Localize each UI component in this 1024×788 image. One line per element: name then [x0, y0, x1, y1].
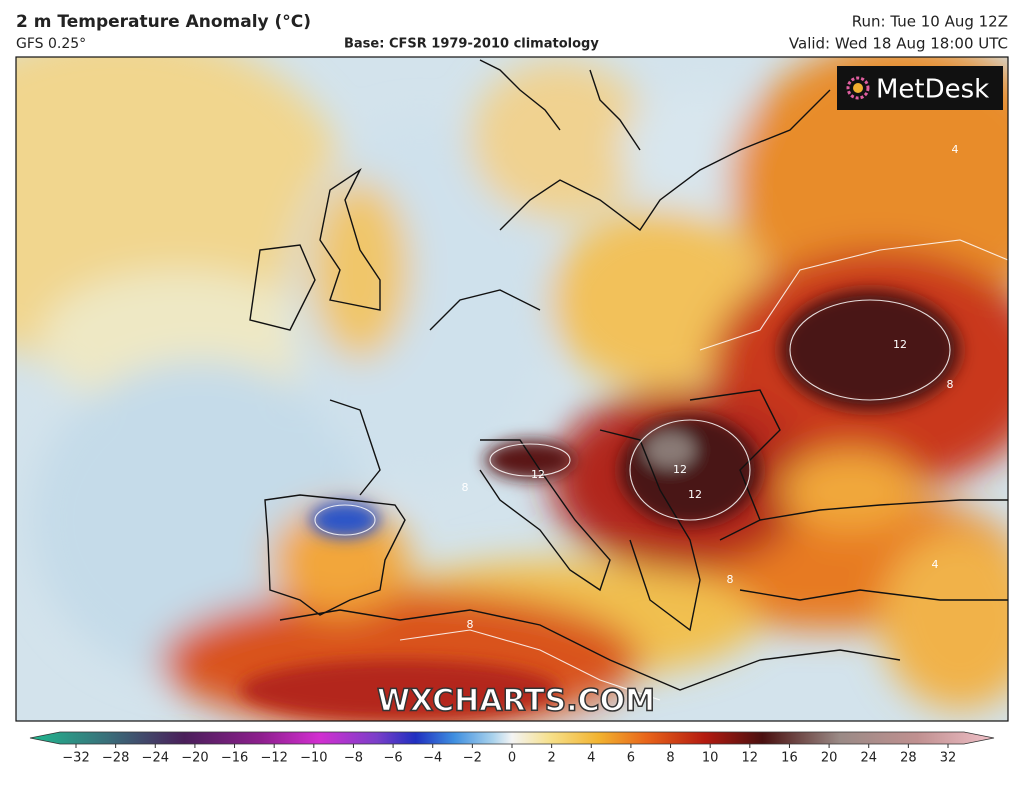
contour-label: 12 [673, 463, 687, 476]
colorbar-tick-label: 2 [547, 751, 555, 766]
model: GFS 0.25° [16, 36, 86, 52]
colorbar-tick-label: −16 [221, 751, 248, 766]
valid: Valid: Wed 18 Aug 18:00 UTC [789, 35, 1008, 53]
colorbar-tick-label: −10 [300, 751, 327, 766]
colorbar-tick-label: 10 [702, 751, 719, 766]
colorbar-tick-label: −8 [344, 751, 363, 766]
contour-label: 8 [462, 481, 469, 494]
colorbar-tick-label: 0 [508, 751, 516, 766]
colorbar: −32 −28 −24 −20 −16 −12 −10 −8 −6 −4 −2 0 2 4 6 8 10 12 16… [29, 731, 995, 766]
logo-box [837, 66, 1003, 110]
colorbar-tick-label: 8 [666, 751, 674, 766]
colorbar-tick-label: −12 [260, 751, 287, 766]
colorbar-tick-label: 32 [940, 751, 957, 766]
coastlines [249, 59, 1008, 691]
colorbar-tick-label: 24 [860, 751, 877, 766]
contours [314, 239, 1008, 701]
logo: MetDesk [876, 75, 989, 105]
colorbar-tick-label: −20 [181, 751, 208, 766]
contour-label: 4 [952, 143, 959, 156]
contour-label: 12 [688, 488, 702, 501]
contour-label: 8 [947, 378, 954, 391]
colorbar-tick-label: 6 [627, 751, 635, 766]
contour-label: 4 [932, 558, 939, 571]
logo-icon [846, 76, 870, 100]
contour-label: 12 [531, 468, 545, 481]
colorbar-tick-label: 12 [742, 751, 759, 766]
run: Run: Tue 10 Aug 12Z [852, 13, 1008, 31]
colorbar-tick-label: −6 [384, 751, 403, 766]
map-frame [15, 56, 1009, 722]
base: Base: CFSR 1979-2010 climatology [344, 37, 599, 52]
contour-label: 12 [893, 338, 907, 351]
colorbar-tick-label: −24 [142, 751, 169, 766]
colorbar-tick-label: −2 [463, 751, 482, 766]
contour-label: 8 [467, 618, 474, 631]
title: 2 m Temperature Anomaly (°C) [16, 12, 311, 32]
contour-label: 8 [727, 573, 734, 586]
colorbar-tick-label: −28 [102, 751, 129, 766]
colorbar-tick-label: −32 [62, 751, 89, 766]
colorbar-tick-label: 16 [781, 751, 798, 766]
colorbar-bar [29, 731, 995, 745]
colorbar-tick-label: −4 [423, 751, 442, 766]
watermark: WXCHARTS.COM [377, 684, 655, 719]
colorbar-tick-label: 28 [900, 751, 917, 766]
colorbar-tick-label: 20 [821, 751, 838, 766]
colorbar-tick-label: 4 [587, 751, 595, 766]
